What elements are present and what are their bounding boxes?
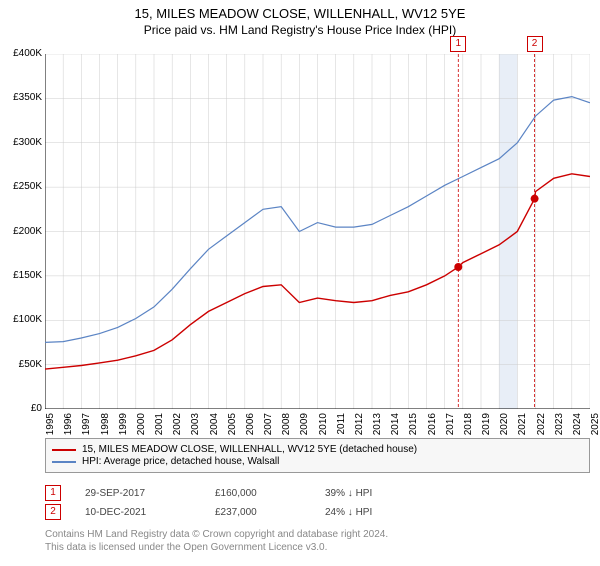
chart-marker-badge: 2	[527, 36, 543, 52]
x-axis-label: 1999	[118, 413, 129, 441]
chart-area	[45, 54, 590, 409]
y-axis-label: £350K	[2, 92, 42, 103]
y-axis-label: £0	[2, 403, 42, 414]
legend: 15, MILES MEADOW CLOSE, WILLENHALL, WV12…	[45, 438, 590, 473]
sale-date: 10-DEC-2021	[85, 507, 215, 518]
y-axis-label: £200K	[2, 226, 42, 237]
sale-marker-badge: 2	[45, 504, 61, 520]
chart-subtitle: Price paid vs. HM Land Registry's House …	[0, 23, 600, 37]
x-axis-label: 2020	[499, 413, 510, 441]
sales-table: 1 29-SEP-2017 £160,000 39% ↓ HPI 2 10-DE…	[45, 482, 590, 523]
x-axis-label: 2018	[463, 413, 474, 441]
x-axis-label: 2019	[481, 413, 492, 441]
x-axis-label: 2007	[263, 413, 274, 441]
table-row: 1 29-SEP-2017 £160,000 39% ↓ HPI	[45, 485, 590, 501]
chart-title: 15, MILES MEADOW CLOSE, WILLENHALL, WV12…	[0, 6, 600, 21]
x-axis-label: 2013	[372, 413, 383, 441]
x-axis-label: 2006	[245, 413, 256, 441]
legend-item: HPI: Average price, detached house, Wals…	[52, 456, 583, 467]
chart-container: 15, MILES MEADOW CLOSE, WILLENHALL, WV12…	[0, 6, 600, 566]
x-axis-label: 2014	[390, 413, 401, 441]
x-axis-label: 2021	[517, 413, 528, 441]
x-axis-label: 1998	[100, 413, 111, 441]
footer: Contains HM Land Registry data © Crown c…	[45, 528, 388, 554]
table-row: 2 10-DEC-2021 £237,000 24% ↓ HPI	[45, 504, 590, 520]
y-axis-label: £250K	[2, 181, 42, 192]
x-axis-label: 2016	[427, 413, 438, 441]
x-axis-label: 1995	[45, 413, 56, 441]
x-axis-label: 2017	[445, 413, 456, 441]
y-axis-label: £150K	[2, 270, 42, 281]
x-axis-label: 2000	[136, 413, 147, 441]
x-axis-label: 2008	[281, 413, 292, 441]
x-axis-label: 2024	[572, 413, 583, 441]
sale-date: 29-SEP-2017	[85, 488, 215, 499]
x-axis-label: 2022	[536, 413, 547, 441]
x-axis-label: 1997	[81, 413, 92, 441]
x-axis-label: 2023	[554, 413, 565, 441]
y-axis-label: £50K	[2, 359, 42, 370]
x-axis-label: 2004	[209, 413, 220, 441]
sale-marker-badge: 1	[45, 485, 61, 501]
legend-swatch	[52, 449, 76, 451]
x-axis-label: 2011	[336, 413, 347, 441]
y-axis-label: £100K	[2, 314, 42, 325]
footer-line: Contains HM Land Registry data © Crown c…	[45, 528, 388, 541]
legend-label: HPI: Average price, detached house, Wals…	[82, 456, 279, 467]
y-axis-label: £400K	[2, 48, 42, 59]
x-axis-label: 2025	[590, 413, 600, 441]
x-axis-label: 2003	[190, 413, 201, 441]
sale-price: £237,000	[215, 507, 325, 518]
footer-line: This data is licensed under the Open Gov…	[45, 541, 388, 554]
legend-item: 15, MILES MEADOW CLOSE, WILLENHALL, WV12…	[52, 444, 583, 455]
legend-label: 15, MILES MEADOW CLOSE, WILLENHALL, WV12…	[82, 444, 417, 455]
sale-delta: 24% ↓ HPI	[325, 507, 445, 518]
x-axis-label: 1996	[63, 413, 74, 441]
x-axis-label: 2015	[408, 413, 419, 441]
x-axis-label: 2009	[299, 413, 310, 441]
x-axis-label: 2010	[318, 413, 329, 441]
sale-price: £160,000	[215, 488, 325, 499]
y-axis-label: £300K	[2, 137, 42, 148]
x-axis-label: 2002	[172, 413, 183, 441]
chart-marker-badge: 1	[450, 36, 466, 52]
sale-delta: 39% ↓ HPI	[325, 488, 445, 499]
x-axis-label: 2012	[354, 413, 365, 441]
legend-swatch	[52, 461, 76, 463]
x-axis-label: 2005	[227, 413, 238, 441]
x-axis-label: 2001	[154, 413, 165, 441]
line-chart	[45, 54, 590, 409]
